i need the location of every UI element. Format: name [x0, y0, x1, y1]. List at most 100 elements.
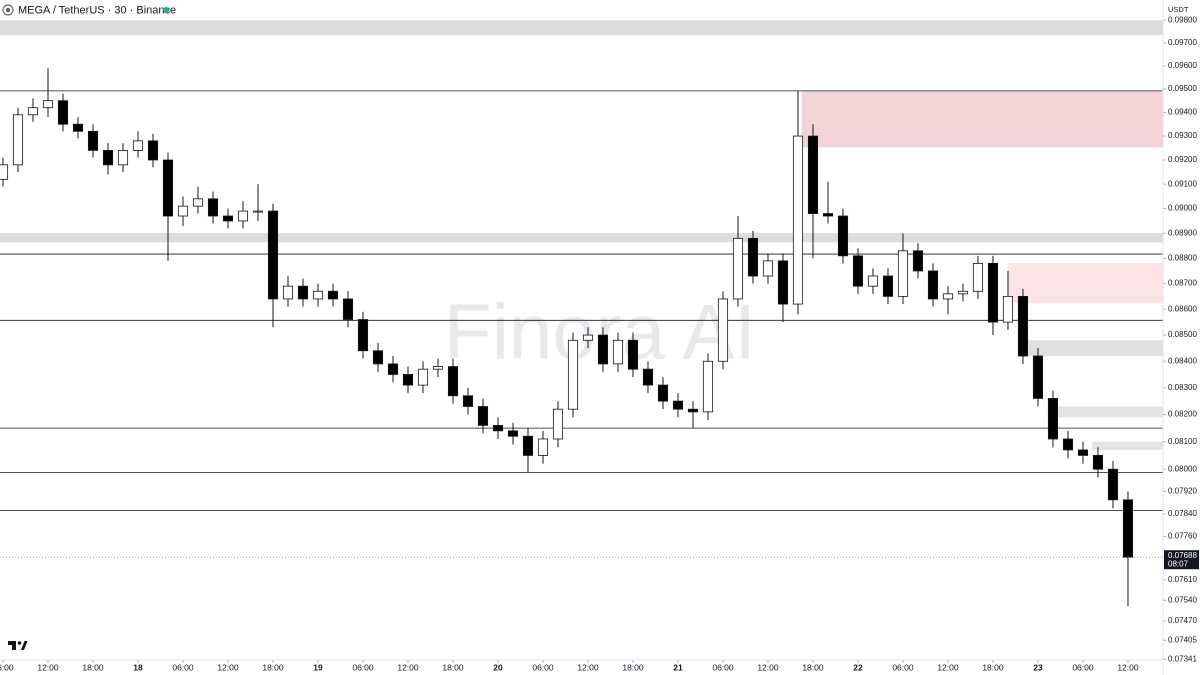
- candle-body: [102, 150, 114, 166]
- x-tick-label: 06:00: [1072, 662, 1094, 672]
- candle-body: [792, 135, 804, 305]
- x-tick-label: 21: [673, 662, 683, 672]
- y-tick-label: 0.08200: [1168, 410, 1197, 419]
- y-tick-label: 0.09500: [1168, 84, 1197, 93]
- candle-body: [432, 366, 444, 370]
- candle-body: [1062, 438, 1074, 451]
- x-tick-label: 18:00: [442, 662, 464, 672]
- candle-body: [627, 339, 639, 370]
- candle-body: [1107, 468, 1119, 501]
- candle-body: [687, 408, 699, 413]
- market-status: [163, 7, 169, 13]
- candle-body: [282, 285, 294, 300]
- x-tick-label: 22: [853, 662, 863, 672]
- last-price-box: [1164, 550, 1199, 570]
- candle-body: [87, 130, 99, 151]
- candle-body: [387, 363, 399, 375]
- candle-body: [132, 140, 144, 151]
- candle-body: [762, 260, 774, 277]
- y-tick-label: 0.07840: [1168, 509, 1197, 518]
- x-tick-label: 06:00: [892, 662, 914, 672]
- candle-body: [252, 210, 264, 213]
- candle-body: [507, 430, 519, 437]
- y-tick-label: 0.07920: [1168, 487, 1197, 496]
- x-tick-label: 12:00: [37, 662, 59, 672]
- candle-body: [807, 135, 819, 214]
- x-tick-label: 12:00: [1117, 662, 1139, 672]
- y-tick-label: 0.07540: [1168, 595, 1197, 604]
- candle-body: [297, 285, 309, 300]
- y-tick-label: 0.08700: [1168, 279, 1197, 288]
- y-tick-label: 0.09600: [1168, 61, 1197, 70]
- candle-body: [927, 270, 939, 300]
- candle-body: [417, 368, 429, 386]
- x-tick-label: 18:00: [622, 662, 644, 672]
- candle-body: [747, 237, 759, 277]
- x-tick-label: 06:00: [0, 662, 14, 672]
- candle-body: [522, 435, 534, 456]
- zone: [1047, 406, 1163, 418]
- candle-body: [42, 100, 54, 109]
- y-tick-label: 0.07760: [1168, 532, 1197, 541]
- candle-body: [702, 360, 714, 413]
- x-tick-label: 12:00: [577, 662, 599, 672]
- candle-body: [597, 334, 609, 365]
- y-tick-label: 0.08000: [1168, 464, 1197, 473]
- x-tick-label: 18:00: [802, 662, 824, 672]
- candle-body: [972, 262, 984, 292]
- candle-body: [642, 368, 654, 386]
- candle-body: [237, 210, 249, 222]
- price-unit: USDT: [1168, 5, 1189, 14]
- last-price-label: 0.07688: [1168, 551, 1197, 560]
- candle-body: [1017, 295, 1029, 357]
- candle-body: [27, 107, 39, 116]
- x-tick-label: 20: [493, 662, 503, 672]
- candle-body: [312, 290, 324, 300]
- candle-body: [222, 215, 234, 222]
- candle-body: [57, 100, 69, 125]
- candle-body: [462, 395, 474, 407]
- candle-body: [777, 260, 789, 305]
- candle-body: [162, 159, 174, 217]
- candle-body: [72, 123, 84, 132]
- x-tick-label: 06:00: [712, 662, 734, 672]
- x-tick-label: 19: [313, 662, 323, 672]
- candle-body: [1092, 455, 1104, 470]
- y-tick-label: 0.08300: [1168, 383, 1197, 392]
- y-tick-label: 0.07470: [1168, 616, 1197, 625]
- candle-body: [477, 406, 489, 426]
- candle-body: [1002, 295, 1014, 323]
- plot-area: Finora AI: [0, 20, 1163, 607]
- candle-body: [1047, 398, 1059, 440]
- y-tick-label: 0.07341: [1168, 655, 1197, 664]
- zone: [0, 233, 1163, 243]
- y-tick-label: 0.09200: [1168, 155, 1197, 164]
- y-tick-label: 0.09800: [1168, 15, 1197, 24]
- candle-body: [942, 293, 954, 300]
- x-tick-label: 12:00: [217, 662, 239, 672]
- candle-body: [867, 275, 879, 287]
- candle-body: [732, 237, 744, 300]
- x-tick-label: 12:00: [397, 662, 419, 672]
- candle-body: [957, 290, 969, 295]
- y-tick-label: 0.09300: [1168, 131, 1197, 140]
- candle-body: [987, 262, 999, 323]
- x-tick-label: 12:00: [937, 662, 959, 672]
- candle-body: [267, 210, 279, 300]
- y-tick-label: 0.08600: [1168, 304, 1197, 313]
- candle-body: [192, 198, 204, 207]
- y-tick-label: 0.09700: [1168, 38, 1197, 47]
- candle-body: [837, 215, 849, 257]
- zone: [0, 20, 1163, 35]
- candle-body: [357, 319, 369, 352]
- y-tick-label: 0.09000: [1168, 204, 1197, 213]
- x-tick-label: 18:00: [262, 662, 284, 672]
- candle-body: [12, 114, 24, 166]
- x-tick-label: 18:00: [982, 662, 1004, 672]
- candle-body: [912, 250, 924, 272]
- countdown-label: 08:07: [1168, 559, 1189, 568]
- candle-body: [567, 339, 579, 410]
- candle-body: [552, 408, 564, 440]
- x-tick-label: 06:00: [352, 662, 374, 672]
- symbol-icon: [2, 4, 14, 16]
